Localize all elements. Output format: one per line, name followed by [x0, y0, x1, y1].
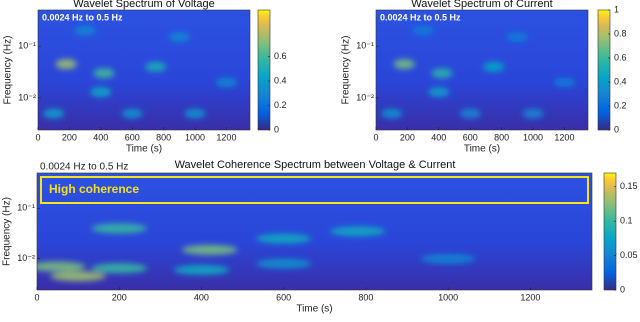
colorbar-tick-label: 0.1: [620, 216, 633, 226]
colorbar-tick-label: 0.6: [274, 51, 287, 61]
heat-spot: [393, 59, 415, 70]
chart-title: Wavelet Spectrum of Current: [411, 0, 552, 10]
plot-background: [376, 10, 588, 130]
heat-spot: [255, 258, 312, 269]
colorbar-tick-label: 0.4: [614, 76, 627, 86]
heat-spot: [420, 253, 476, 264]
colorbar-tick-label: 0.15: [620, 181, 638, 191]
x-tick-label: 800: [358, 292, 373, 302]
heat-spot: [90, 87, 112, 98]
heat-spot: [381, 108, 403, 119]
heat-spot: [412, 25, 434, 36]
y-tick-label: 10⁻¹: [18, 41, 36, 51]
y-tick-label: 10⁻¹: [17, 203, 35, 213]
x-tick-label: 400: [431, 132, 446, 142]
x-tick-label: 1200: [520, 292, 540, 302]
box-label: High coherence: [49, 182, 139, 196]
heat-spot: [145, 61, 167, 72]
plot-frame: [37, 9, 251, 131]
highlight-box: [40, 176, 589, 204]
heat-spot: [91, 263, 147, 274]
y-tick-label: 10⁻²: [18, 92, 36, 102]
heat-spot: [74, 25, 96, 36]
y-axis-label: Frequency (Hz): [2, 197, 13, 266]
heatmap: [43, 25, 238, 119]
heat-spot: [459, 108, 481, 119]
x-tick-label: 200: [112, 292, 127, 302]
colorbar-tick-label: 0.8: [614, 28, 627, 38]
heat-spot: [121, 108, 143, 119]
heat-spot: [168, 32, 190, 43]
y-tick-label: 10⁻¹: [356, 41, 374, 51]
heat-spot: [329, 226, 386, 237]
y-tick-label: 10⁻²: [17, 253, 35, 263]
heat-spot: [431, 68, 453, 79]
annotation: 0.0024 Hz to 0.5 Hz: [380, 12, 461, 22]
x-tick-label: 0: [35, 132, 40, 142]
annotation: 0.0024 Hz to 0.5 Hz: [42, 12, 123, 22]
heat-spot: [522, 108, 544, 119]
heat-spot: [173, 264, 230, 275]
x-tick-label: 0: [373, 132, 378, 142]
x-axis-label: Time (s): [296, 304, 332, 315]
y-axis-label: Frequency (Hz): [3, 36, 14, 105]
x-tick-label: 400: [93, 132, 108, 142]
heat-spot: [255, 233, 312, 244]
y-tick-label: 10⁻²: [356, 92, 374, 102]
colorbar-tick-label: 0.2: [614, 100, 627, 110]
x-tick-label: 800: [156, 132, 171, 142]
x-tick-label: 400: [194, 292, 209, 302]
x-tick-label: 600: [125, 132, 140, 142]
x-tick-label: 0: [34, 292, 39, 302]
chart-title: Wavelet Coherence Spectrum between Volta…: [175, 159, 456, 171]
y-axis-label: Frequency (Hz): [341, 36, 352, 105]
x-axis-label: Time (s): [126, 144, 162, 155]
x-tick-label: 600: [276, 292, 291, 302]
x-tick-label: 1200: [554, 132, 574, 142]
colorbar: [597, 9, 611, 131]
annotation: 0.0024 Hz to 0.5 Hz: [40, 162, 128, 173]
plot-frame: [375, 9, 589, 131]
colorbar-tick-label: 1: [614, 4, 619, 14]
colorbar: [603, 172, 617, 291]
colorbar-tick-label: 0: [614, 124, 619, 134]
heat-spot: [553, 77, 576, 88]
heat-spot: [181, 244, 238, 255]
x-axis-label: Time (s): [464, 144, 500, 155]
heat-spot: [483, 61, 505, 72]
heatmap: [381, 25, 576, 119]
x-tick-label: 1000: [438, 292, 458, 302]
heat-spot: [37, 261, 86, 272]
heat-spot: [184, 108, 206, 119]
heat-spot: [91, 223, 147, 234]
heatmap: [37, 223, 476, 282]
x-tick-label: 200: [400, 132, 415, 142]
heat-spot: [55, 59, 77, 70]
heat-spot: [215, 77, 238, 88]
colorbar-tick-label: 0: [274, 124, 279, 134]
x-tick-label: 600: [463, 132, 478, 142]
colorbar-tick-label: 0.4: [274, 75, 287, 85]
heat-spot: [93, 68, 115, 79]
colorbar-tick-label: 0.6: [614, 52, 627, 62]
x-tick-label: 800: [494, 132, 509, 142]
plot-background: [38, 10, 250, 130]
colorbar: [257, 9, 271, 131]
colorbar-tick-label: 0.05: [620, 250, 638, 260]
heat-spot: [43, 108, 65, 119]
x-tick-label: 200: [62, 132, 77, 142]
chart-title: Wavelet Spectrum of Voltage: [73, 0, 214, 10]
colorbar-tick-label: 0.2: [274, 100, 287, 110]
x-tick-label: 1000: [185, 132, 205, 142]
x-tick-label: 1200: [216, 132, 236, 142]
plot-frame: [36, 172, 593, 291]
heat-spot: [506, 32, 528, 43]
heat-spot: [428, 87, 450, 98]
colorbar-tick-label: 0: [620, 284, 625, 294]
heat-spot: [50, 271, 106, 282]
x-tick-label: 1000: [523, 132, 543, 142]
